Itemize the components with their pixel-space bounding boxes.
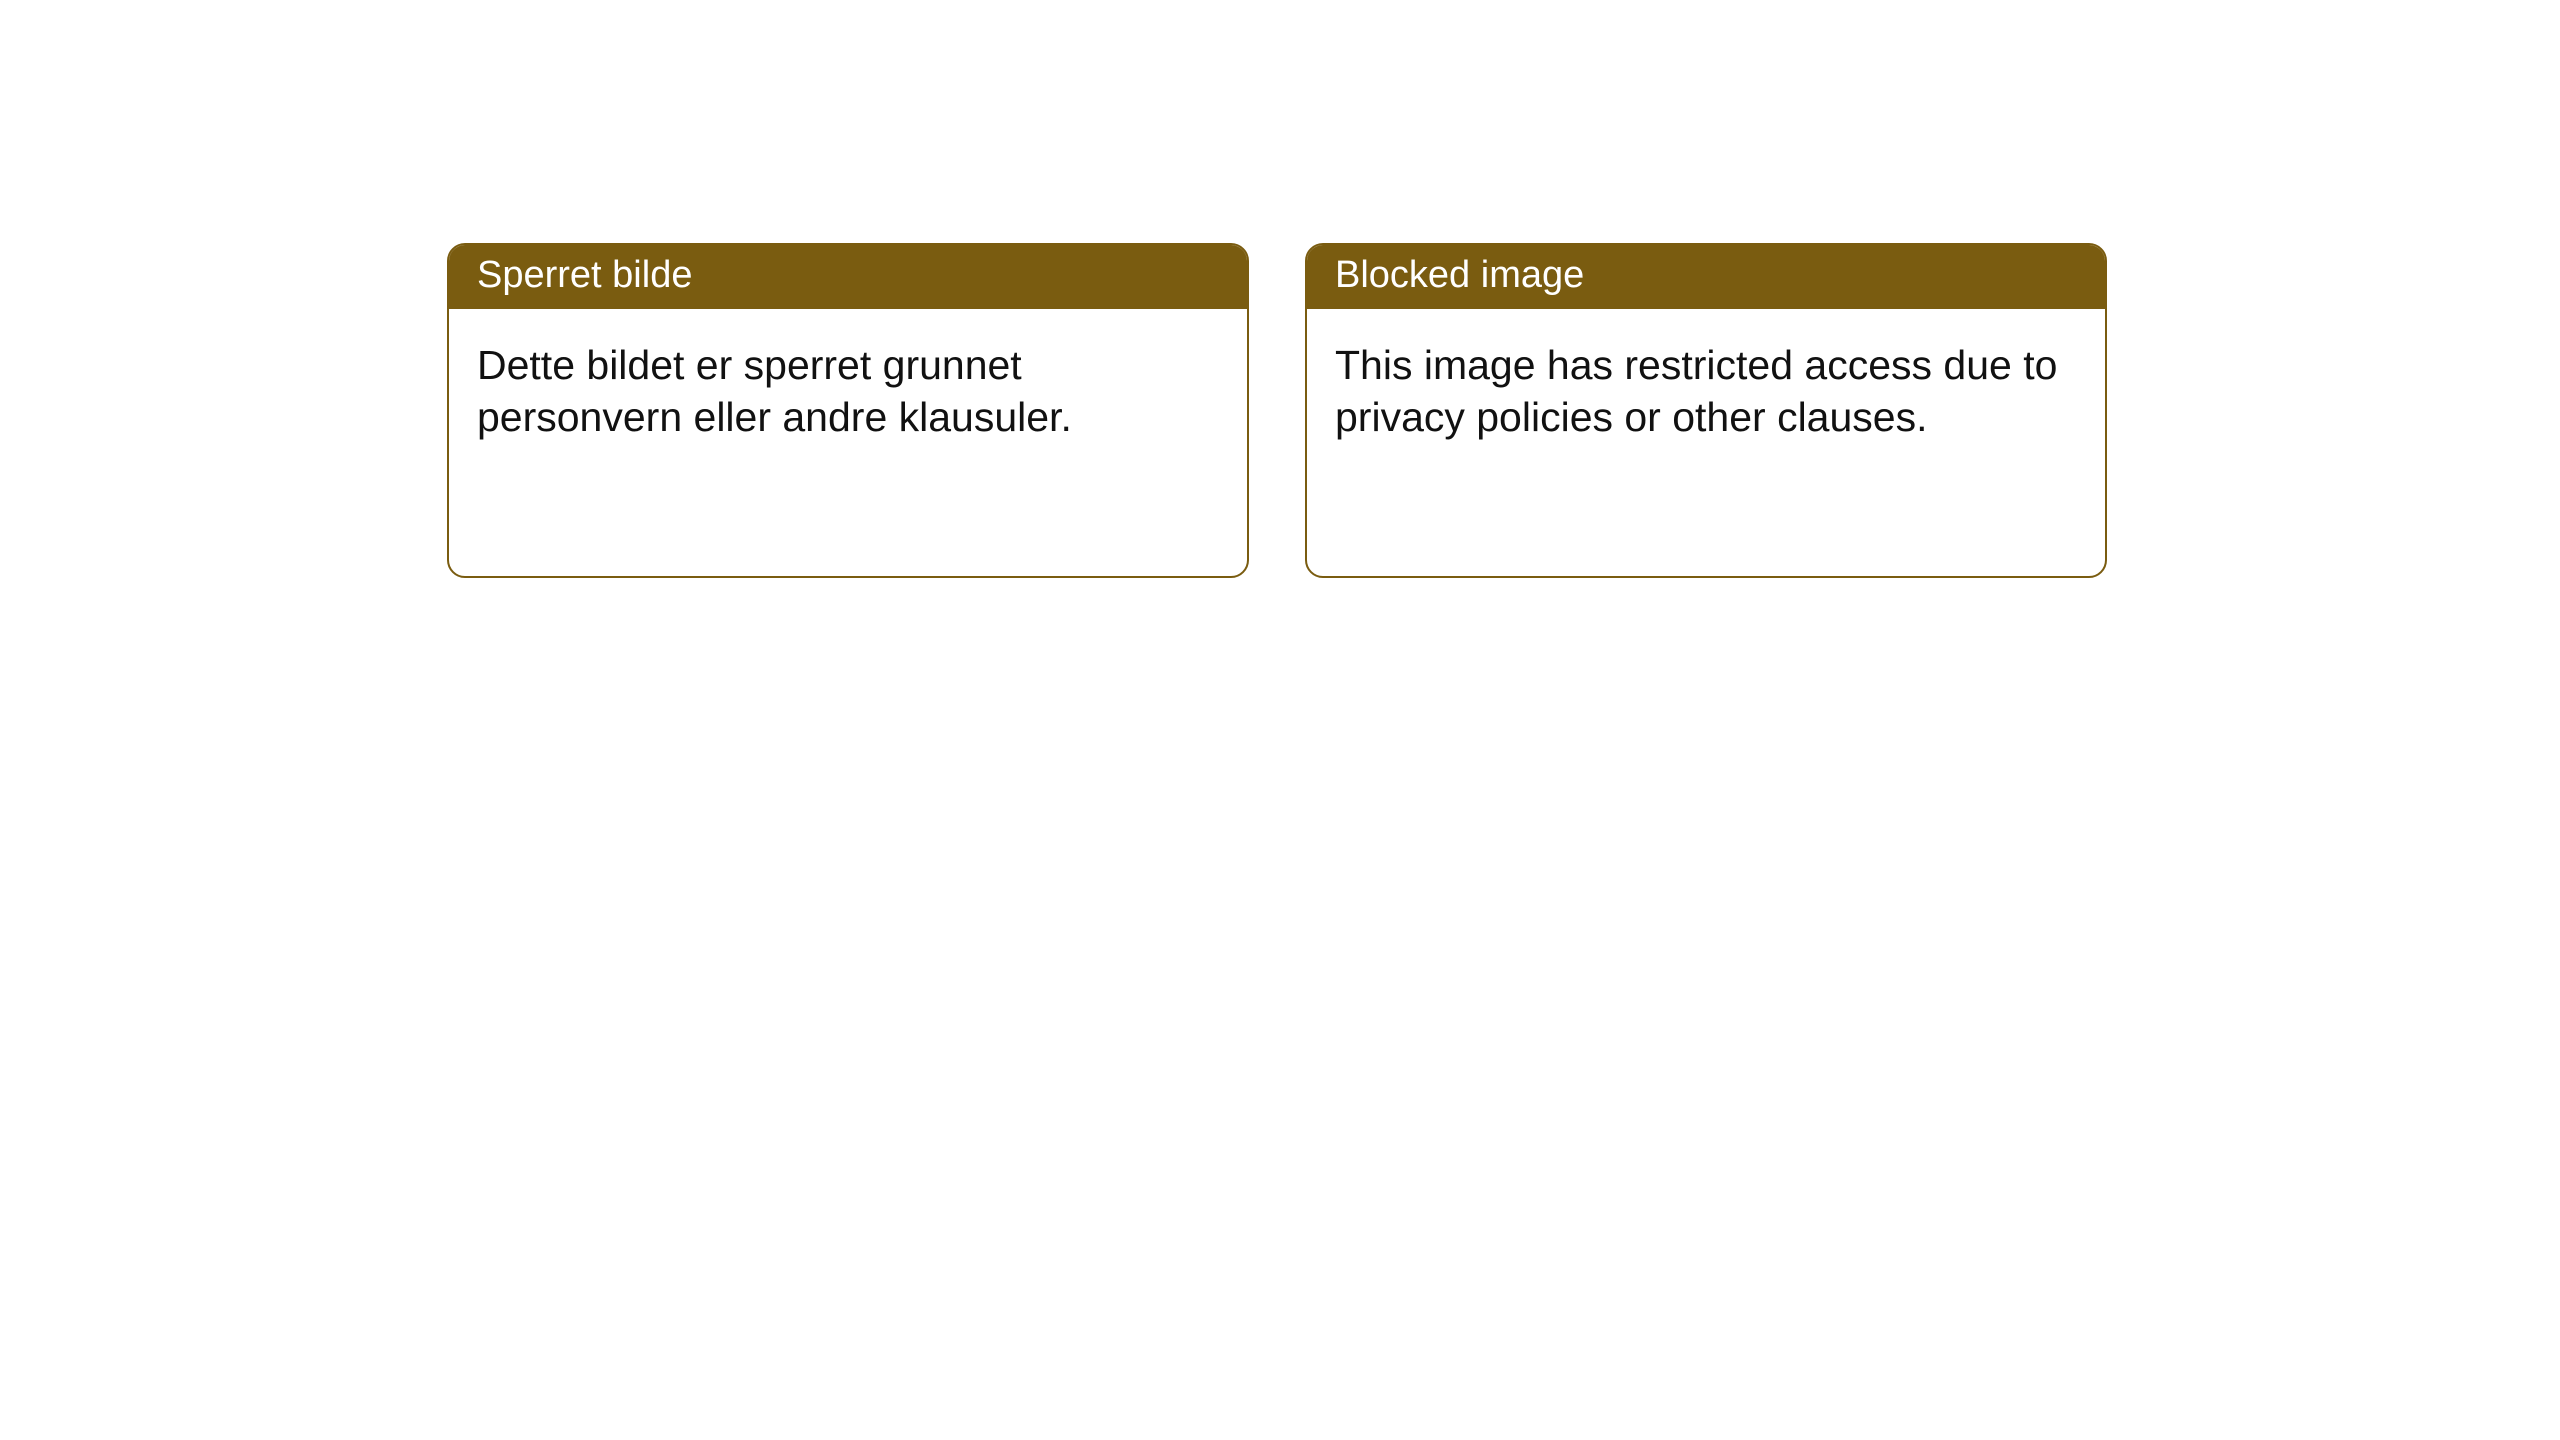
notice-title-english: Blocked image xyxy=(1307,245,2105,309)
notice-body-english: This image has restricted access due to … xyxy=(1307,309,2105,472)
notice-card-norwegian: Sperret bilde Dette bildet er sperret gr… xyxy=(447,243,1249,578)
notice-body-norwegian: Dette bildet er sperret grunnet personve… xyxy=(449,309,1247,472)
notice-card-english: Blocked image This image has restricted … xyxy=(1305,243,2107,578)
notice-container: Sperret bilde Dette bildet er sperret gr… xyxy=(0,0,2560,578)
notice-title-norwegian: Sperret bilde xyxy=(449,245,1247,309)
